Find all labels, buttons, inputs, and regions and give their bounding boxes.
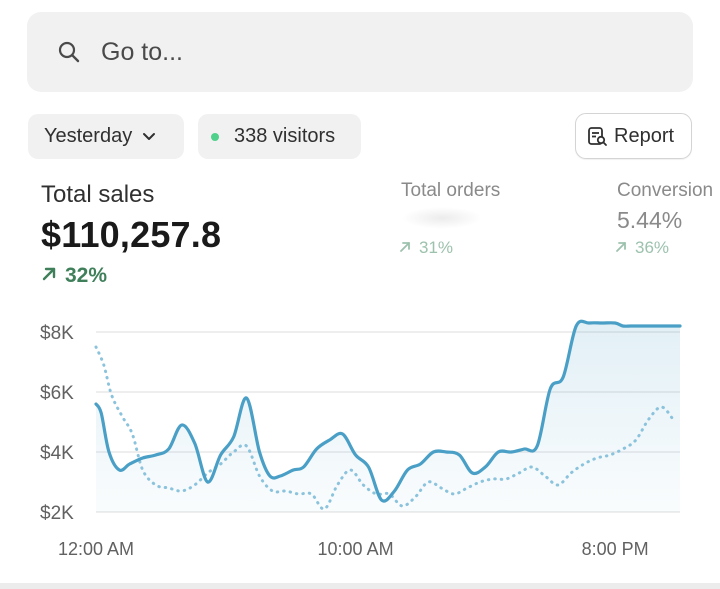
conversion-value: 5.44%: [617, 207, 683, 233]
y-tick-label: $2K: [40, 503, 74, 524]
total-orders-title[interactable]: Total orders: [401, 180, 501, 201]
search-bar[interactable]: Go to...: [27, 12, 693, 92]
report-label: Report: [614, 124, 675, 147]
x-tick-label: 8:00 PM: [582, 539, 649, 559]
search-icon: [58, 41, 80, 63]
x-tick-label: 12:00 AM: [58, 539, 134, 559]
conversion-title[interactable]: Conversion: [617, 180, 714, 201]
sales-chart[interactable]: $8K $6K $4K $2K 12:00 AM 10:00 AM 8:00 PM: [0, 300, 720, 570]
report-button[interactable]: Report: [575, 113, 692, 159]
report-icon: [588, 127, 607, 146]
series-area-fill: [96, 321, 680, 512]
total-sales-change-value: 32%: [65, 264, 108, 287]
sales-series-line: [94, 319, 682, 503]
chevron-down-icon: [143, 132, 156, 140]
date-range-dropdown[interactable]: Yesterday: [28, 114, 184, 159]
x-tick-label: 10:00 AM: [318, 539, 394, 559]
trend-up-icon: [615, 238, 627, 258]
conversion-change-value: 36%: [635, 238, 670, 257]
total-orders-change: 31%: [399, 238, 453, 258]
date-range-label: Yesterday: [44, 125, 133, 147]
search-placeholder: Go to...: [101, 37, 183, 66]
trend-up-icon: [41, 264, 57, 288]
comparison-series-line: [94, 345, 677, 511]
total-sales-value: $110,257.8: [41, 214, 222, 255]
live-dot-icon: [211, 132, 219, 141]
visitors-label: 338 visitors: [234, 125, 336, 147]
bottom-divider: [0, 583, 720, 589]
total-sales-title[interactable]: Total sales: [41, 181, 155, 208]
y-tick-label: $4K: [40, 443, 74, 464]
y-tick-label: $6K: [40, 383, 74, 404]
conversion-change: 36%: [615, 238, 669, 258]
total-orders-value-blurred: [402, 207, 482, 229]
live-visitors-badge[interactable]: 338 visitors: [198, 114, 361, 159]
total-sales-change: 32%: [41, 264, 107, 288]
y-tick-label: $8K: [40, 323, 74, 344]
trend-up-icon: [399, 238, 411, 258]
total-orders-change-value: 31%: [419, 238, 454, 257]
